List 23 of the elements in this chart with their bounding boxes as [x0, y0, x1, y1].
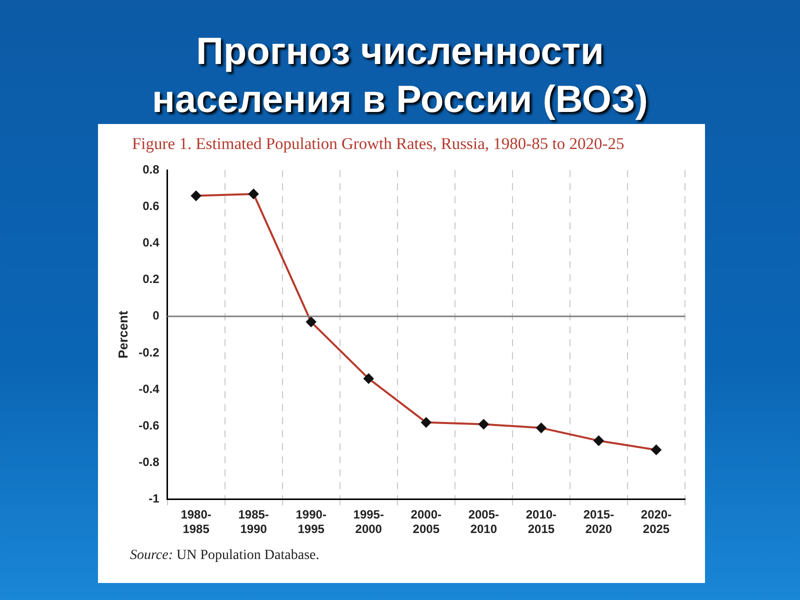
chart-title: Прогноз численности населения в России (ВОЗ) — [151, 30, 649, 123]
y-tick-label: 0.2 — [142, 272, 160, 286]
y-tick-label: -1 — [148, 492, 160, 506]
x-tick-label: 2000-2005 — [410, 508, 442, 536]
y-tick-label: 0.4 — [142, 236, 160, 250]
x-tick-label: 2015-2020 — [583, 508, 614, 536]
x-tick-label: 1980-1985 — [180, 508, 212, 536]
x-tick-label: 1995-2000 — [353, 508, 384, 536]
y-tick-label: -0.8 — [138, 454, 160, 469]
y-tick-label: -0.4 — [138, 382, 160, 396]
y-tick-label: -0.2 — [138, 345, 160, 360]
x-tick-label: 2005-2010 — [468, 508, 500, 536]
y-axis-title: Percent — [115, 310, 130, 359]
y-tick-label: -0.6 — [138, 418, 160, 432]
x-tick-label: 2020-2025 — [640, 508, 672, 536]
x-tick-label: 1990-1995 — [296, 508, 326, 536]
x-tick-label: 2010-2015 — [526, 508, 557, 536]
y-tick-label: 0.8 — [142, 162, 160, 177]
y-tick-label: 0.6 — [142, 199, 160, 214]
source-note: Source: UN Population Database. — [130, 548, 320, 564]
y-tick-label: 0 — [152, 308, 160, 323]
chart-subtitle: Figure 1. Estimated Population Growth Rates, Russia, 1980-85 to 2020-25 — [132, 134, 626, 154]
x-tick-label: 1985-1990 — [238, 508, 269, 536]
